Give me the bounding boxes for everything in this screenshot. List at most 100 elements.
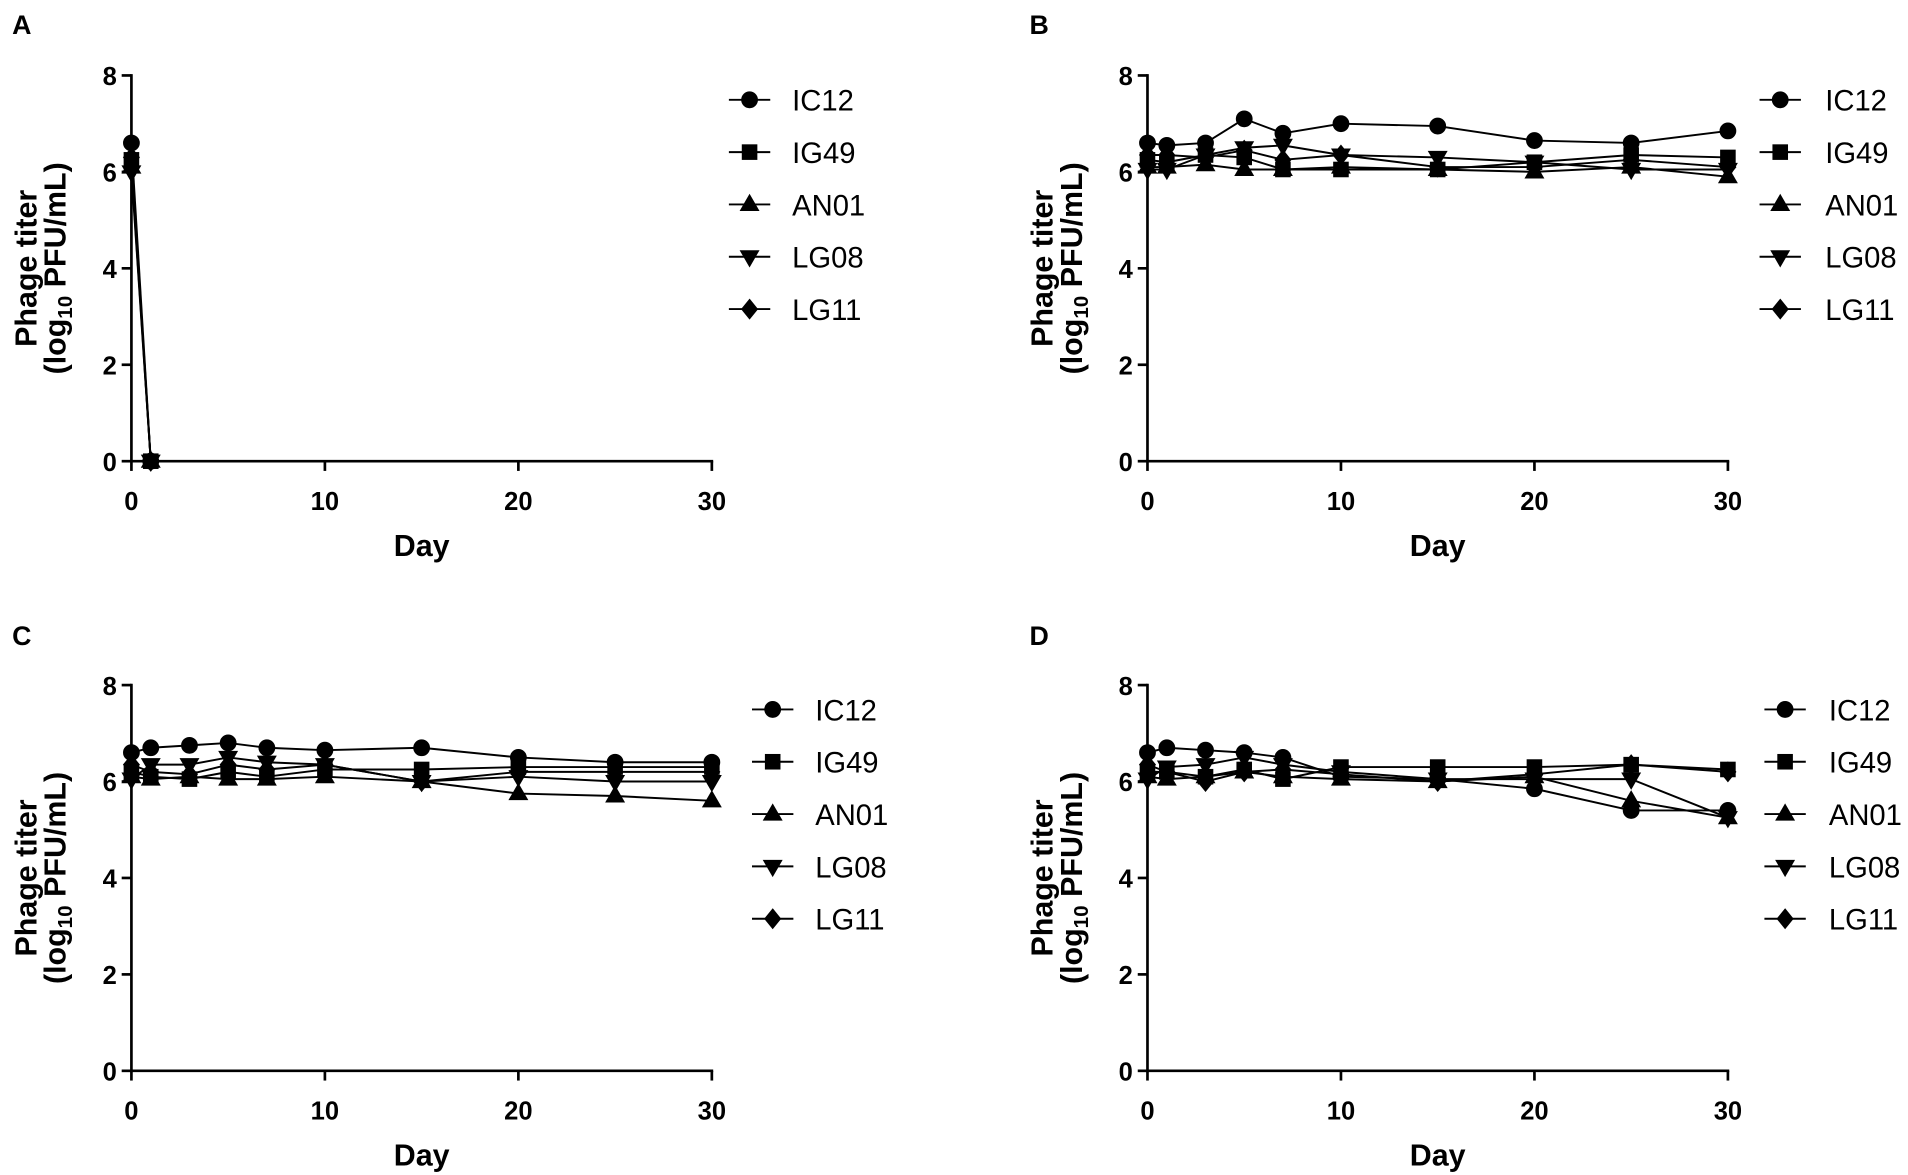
panel-c-ig49-point — [142, 768, 159, 785]
panel-b-legend: IC12 IG49 AN01 LG08 LG11 — [1759, 86, 1898, 327]
units-pfu-per-ml: PFU/mL) — [39, 162, 73, 295]
panel-c-lg11-line — [131, 763, 712, 783]
panel-d-y-tick-label: 2 — [1119, 962, 1133, 990]
panel-c-an01-line — [131, 775, 712, 802]
panel-d-ig49-point — [1526, 759, 1543, 775]
legend-ig49-label: IG49 — [792, 138, 855, 170]
panel-b-y-tick-label: 6 — [1119, 160, 1133, 188]
panel-a-y-tick-label: 4 — [103, 256, 118, 284]
panel-c-ic12-point — [509, 749, 527, 766]
legend-lg08-marker-icon — [1770, 250, 1791, 268]
units-log: (log — [39, 319, 73, 375]
panel-a-x-tick-label: 0 — [124, 488, 138, 516]
panel-d-ic12-point — [1526, 780, 1543, 798]
panel-d-y-tick-label: 4 — [1119, 866, 1134, 894]
units-pfu-per-ml: PFU/mL) — [1055, 772, 1089, 905]
panel-d-lg11-line — [1147, 763, 1728, 783]
legend-lg11-marker-icon — [764, 908, 782, 930]
legend-lg11-marker-icon — [1771, 298, 1789, 320]
legend-ig49-marker-icon — [764, 753, 781, 770]
panel-c-ic12-point — [316, 741, 334, 759]
panel-b-ig49-point — [1333, 161, 1349, 178]
units-pfu-per-ml: PFU/mL) — [1055, 162, 1089, 295]
panel-c-y-tick-label: 6 — [103, 769, 117, 797]
panel-c-y-axis-units: (log10 PFU/mL) — [39, 772, 77, 984]
legend-an01-marker-icon — [1775, 803, 1796, 821]
legend-lg11-marker-icon — [1776, 908, 1794, 930]
legend-ic12-marker-icon — [741, 91, 758, 109]
panel-b-an01-point — [1621, 156, 1642, 174]
legend-ig49-label: IG49 — [1829, 748, 1892, 780]
panel-b-an01-point — [1234, 158, 1255, 177]
panel-d-ig49-point — [1139, 764, 1156, 780]
legend-ic12-marker-icon — [764, 701, 782, 718]
panel-b-label: B — [1029, 10, 1048, 40]
panel-d-ig49-line — [1147, 763, 1728, 781]
panel-c-x-tick-label: 10 — [311, 1098, 339, 1126]
panel-d-y-tick-label: 6 — [1119, 769, 1133, 797]
legend-ig49-marker-icon — [1772, 144, 1789, 160]
legend-lg11-label: LG11 — [1825, 295, 1894, 327]
panel-c-y-tick-label: 0 — [103, 1059, 117, 1087]
panel-b-ic12-point — [1719, 122, 1737, 140]
panel-b-ic12-point — [1235, 110, 1253, 128]
panel-c-an01-point — [411, 770, 432, 789]
panel-b-x-tick-label: 10 — [1327, 488, 1355, 516]
panel-d-ic12-point — [1622, 802, 1640, 819]
panel-c-ig49-point — [413, 761, 430, 778]
panel-d-ic12-point — [1719, 802, 1737, 819]
panel-c-lg08-line — [130, 756, 712, 783]
panel-c-legend: IC12 IG49 AN01 LG08 LG11 — [752, 695, 888, 937]
panel-b-an01-point — [1195, 153, 1216, 172]
panel-c-ic12-point — [258, 739, 276, 757]
panel-a-y-tick-label: 6 — [103, 160, 117, 188]
panel-b-ic12-point — [1429, 117, 1447, 135]
panel-d-lg08-point — [1621, 772, 1642, 790]
units-log: (log — [1055, 928, 1089, 984]
panel-c-label: C — [12, 621, 31, 651]
panel-d-x-tick-label: 10 — [1327, 1098, 1355, 1126]
panel-d-y-axis-title: Phage titer — [1026, 799, 1060, 956]
panel-c-y-tick-label: 8 — [103, 673, 117, 701]
panel-a-ic12-point — [142, 452, 160, 470]
panel-b-ig49-point — [1159, 154, 1175, 171]
units-log-base-subscript: 10 — [1070, 905, 1093, 928]
panel-c-ic12-point — [123, 744, 140, 761]
panel-d-an01-line — [1147, 770, 1729, 819]
panel-d-x-tick-label: 20 — [1520, 1098, 1548, 1126]
legend-ic12-label: IC12 — [815, 695, 877, 727]
panel-b-ic12-line — [1147, 117, 1729, 147]
panel-d-y-axis-units: (log10 PFU/mL) — [1055, 772, 1093, 984]
legend-ic12-label: IC12 — [1829, 695, 1891, 727]
panel-d-x-axis-title: Day — [1410, 1139, 1466, 1173]
panel-b-y-tick-label: 0 — [1119, 449, 1133, 477]
panel-a-lg11-line — [130, 157, 152, 462]
legend-lg08-label: LG08 — [792, 243, 863, 275]
panel-c-ig49-point — [181, 771, 198, 787]
legend-ig49-label: IG49 — [815, 748, 878, 780]
panel-d-ig49-point — [1197, 768, 1214, 785]
panel-c-lg08-point — [605, 774, 626, 793]
legend-ig49-marker-icon — [741, 144, 758, 160]
panel-d-ig49-point — [1236, 761, 1253, 778]
legend-lg08-marker-icon — [739, 250, 760, 268]
panel-b-x-tick-label: 30 — [1714, 488, 1742, 516]
panel-c-ig49-point — [259, 768, 275, 785]
panel-c-ig49-point — [317, 761, 333, 778]
legend-ic12-marker-icon — [1771, 91, 1789, 109]
panel-a-x-tick-label: 30 — [698, 488, 726, 516]
legend-lg08-label: LG08 — [1829, 852, 1900, 884]
panel-c-y-tick-label: 2 — [103, 962, 117, 990]
legend-lg11-marker-icon — [741, 298, 759, 320]
panel-b-y-axis-units: (log10 PFU/mL) — [1055, 162, 1093, 374]
panel-c-an01-point — [605, 785, 626, 803]
legend-lg11-label: LG11 — [815, 905, 884, 937]
panel-b-x-axis-title: Day — [1410, 529, 1466, 563]
panel-d-label: D — [1029, 621, 1048, 651]
panel-b-lg11-line — [1147, 149, 1728, 169]
legend-an01-marker-icon — [739, 193, 760, 212]
panel-c-x-tick-label: 0 — [124, 1098, 138, 1126]
panel-b-lg08-point — [1234, 141, 1255, 159]
panel-c-ic12-point — [703, 753, 721, 771]
